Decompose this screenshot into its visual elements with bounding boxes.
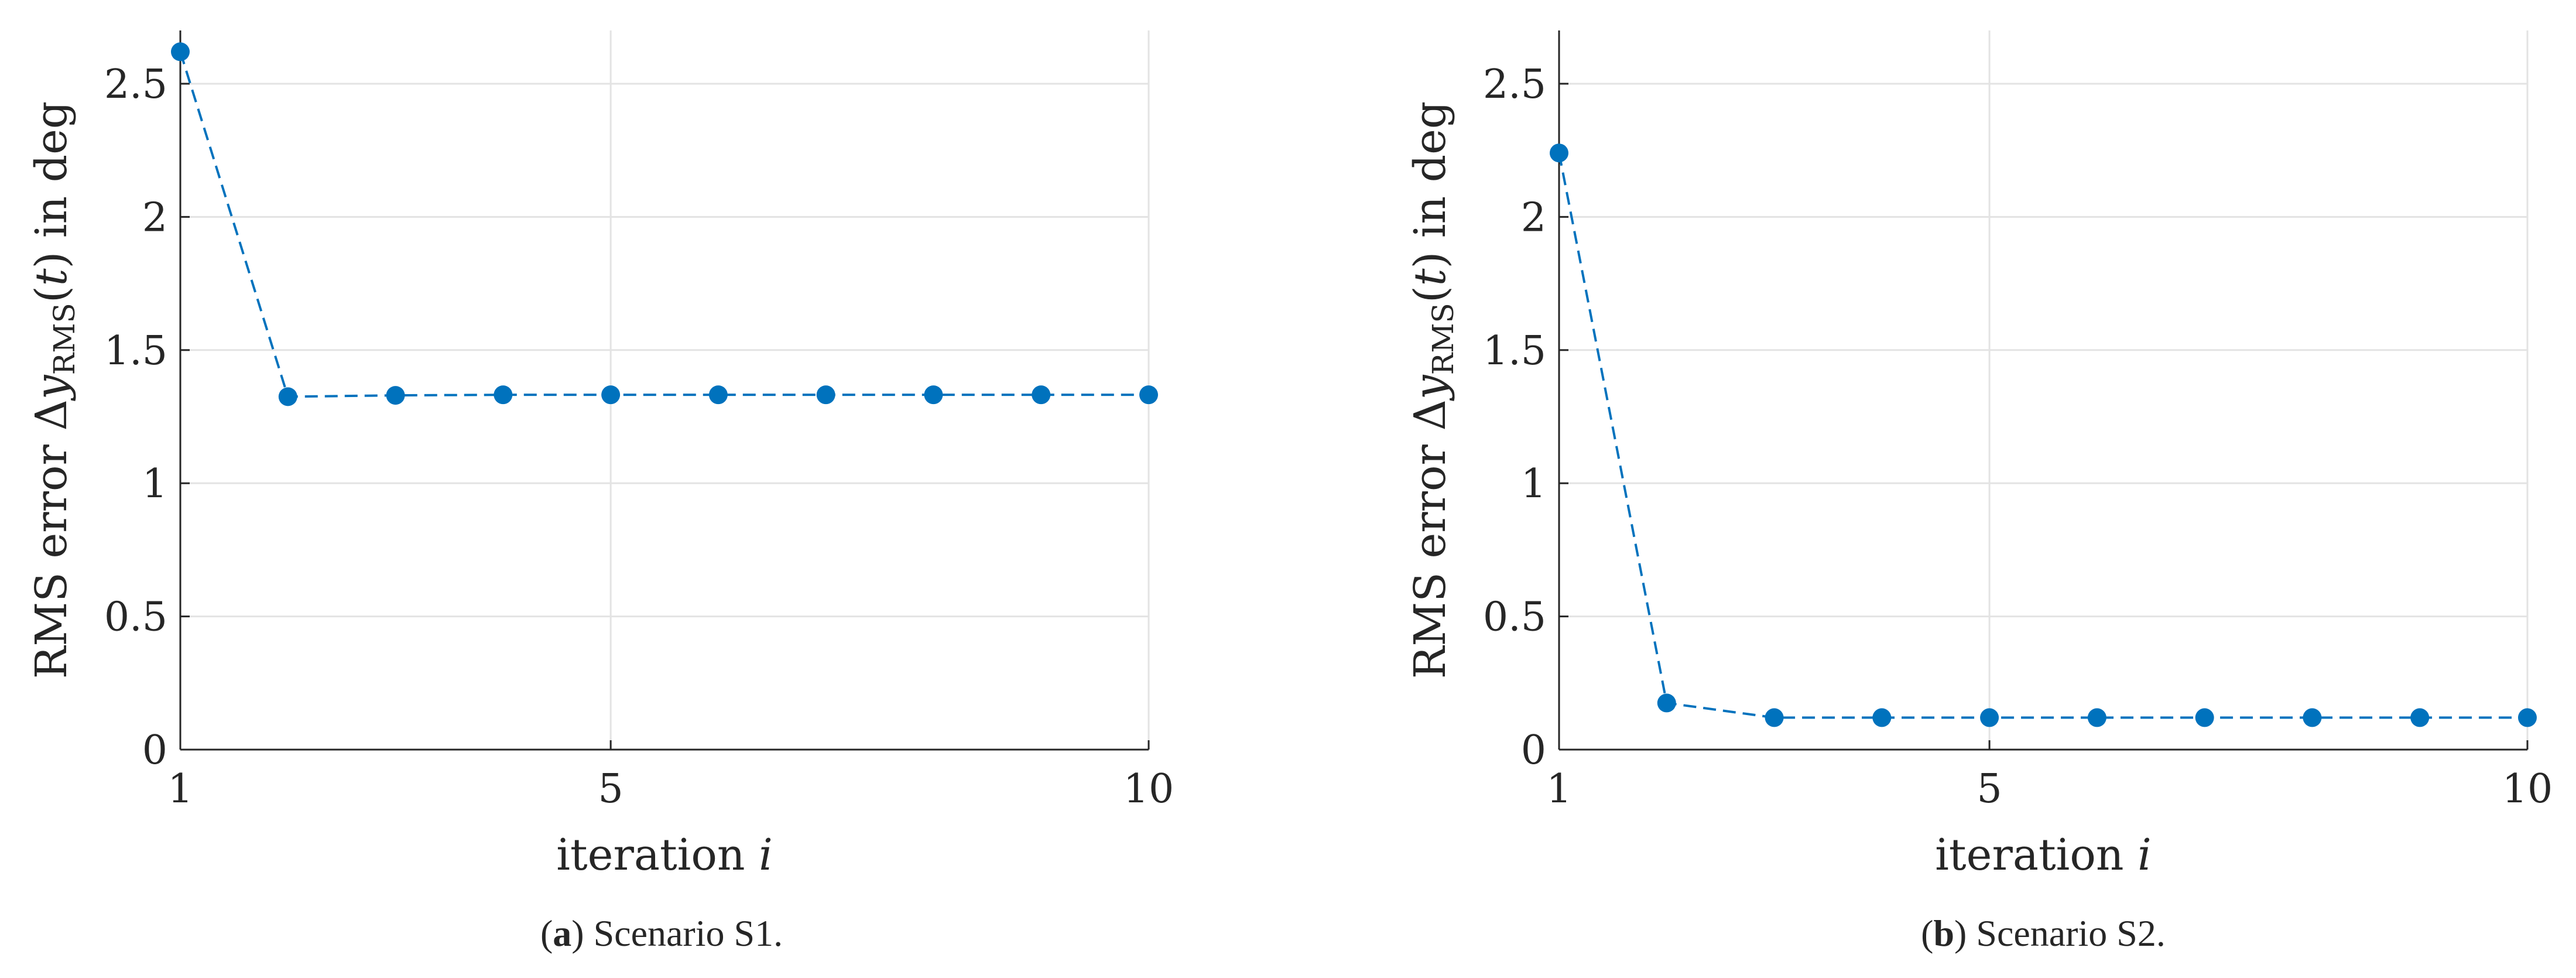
x-axis-label: iteration i: [1935, 830, 2152, 880]
series-line: [179, 51, 1149, 398]
data-point: [708, 385, 728, 405]
y-tick-label: 0: [142, 727, 167, 774]
x-tick-label: 5: [598, 766, 623, 812]
y-tick-label: 1.5: [104, 328, 167, 374]
data-point: [1872, 708, 1892, 727]
data-point: [278, 387, 297, 406]
y-tick-label: 0.5: [104, 594, 167, 641]
x-tick-label: 10: [2502, 766, 2553, 812]
data-point: [2195, 708, 2214, 727]
x-tick-label: 1: [1546, 766, 1571, 812]
data-point: [1032, 385, 1051, 405]
data-point: [1139, 385, 1158, 405]
data-point: [1550, 143, 1568, 163]
panel-caption: (a) Scenario S1.: [540, 912, 783, 954]
y-tick-label: 2.5: [104, 61, 167, 108]
data-point: [386, 386, 405, 405]
chart-panel-a: 0 0.5 1 1.5 2 2.5 1 5 10 iteration i RMS error ΔyR…: [26, 30, 1174, 954]
y-tick-label: 1: [142, 461, 167, 507]
panel-caption: (b) Scenario S2.: [1921, 912, 2166, 954]
data-point: [816, 385, 835, 405]
y-tick-label: 2.5: [1483, 61, 1546, 108]
y-tick-label: 1: [1521, 461, 1546, 507]
x-tick-label: 10: [1123, 766, 1174, 812]
data-point: [2087, 708, 2106, 727]
data-point: [2410, 708, 2430, 727]
y-tick-label: 0: [1521, 727, 1546, 774]
data-point: [1980, 708, 1999, 727]
data-point: [601, 385, 621, 405]
data-point: [1657, 693, 1676, 713]
data-point: [171, 42, 190, 61]
y-tick-label: 2: [142, 194, 167, 241]
x-tick-label: 5: [1976, 766, 2002, 812]
y-axis-label: RMS error ΔyRMS(t) in deg: [26, 101, 81, 679]
y-tick-label: 1.5: [1483, 328, 1546, 374]
chart-panel-b: 0 0.5 1 1.5 2 2.5 1 5 10 iteration i RMS error ΔyR…: [1405, 30, 2553, 954]
data-point: [494, 385, 513, 405]
data-point: [1765, 708, 1784, 727]
series-line: [1558, 152, 2527, 719]
data-point: [924, 385, 943, 405]
x-axis-label: iteration i: [556, 830, 773, 880]
y-tick-label: 0.5: [1483, 594, 1546, 641]
data-point: [2518, 708, 2537, 727]
y-axis-label: RMS error ΔyRMS(t) in deg: [1405, 101, 1460, 679]
data-point: [2303, 708, 2322, 727]
x-tick-label: 1: [167, 766, 193, 812]
y-tick-label: 2: [1521, 194, 1546, 241]
